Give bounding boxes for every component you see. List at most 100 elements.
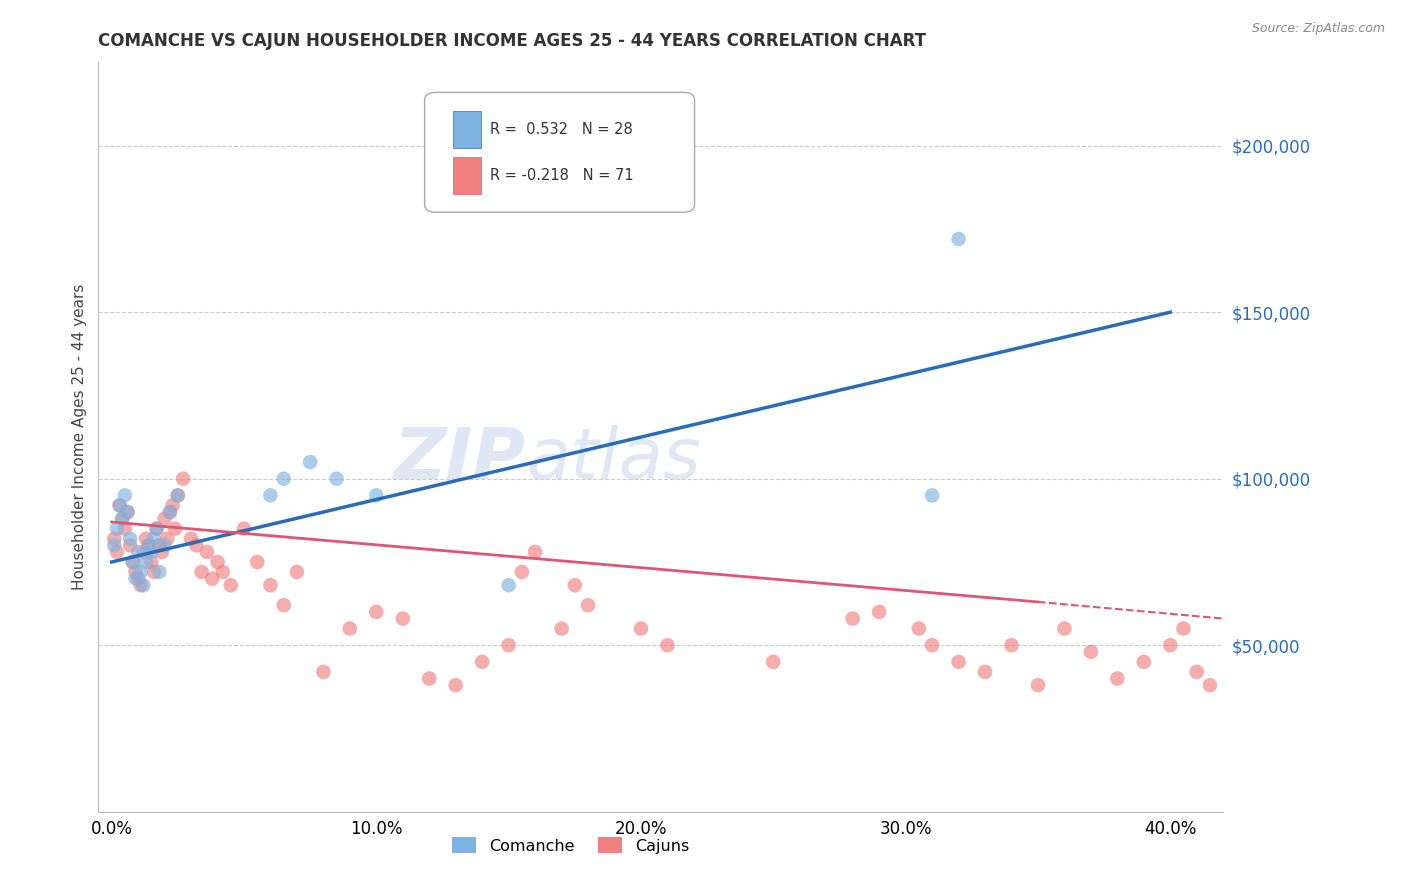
FancyBboxPatch shape: [453, 111, 481, 148]
Point: [259, 578, 281, 592]
Point: [108, 499, 131, 513]
Point: [135, 555, 157, 569]
Point: [180, 532, 202, 546]
Point: [921, 488, 943, 502]
Point: [219, 578, 242, 592]
Point: [498, 638, 520, 652]
Point: [1107, 672, 1129, 686]
Point: [190, 565, 212, 579]
Point: [120, 532, 142, 546]
Point: [921, 638, 943, 652]
Point: [564, 578, 586, 592]
Point: [550, 622, 572, 636]
Point: [105, 545, 128, 559]
Point: [510, 565, 533, 579]
Point: [285, 565, 308, 579]
Point: [159, 505, 181, 519]
Text: R = -0.218   N = 71: R = -0.218 N = 71: [489, 168, 634, 183]
Point: [117, 505, 139, 519]
Point: [762, 655, 785, 669]
Point: [339, 622, 361, 636]
Point: [103, 532, 125, 546]
Point: [138, 538, 160, 552]
Point: [153, 538, 176, 552]
Point: [148, 538, 170, 552]
Point: [325, 472, 347, 486]
Point: [498, 578, 520, 592]
Point: [159, 505, 181, 519]
Point: [201, 572, 224, 586]
Point: [111, 511, 134, 525]
Text: atlas: atlas: [526, 425, 700, 494]
FancyBboxPatch shape: [453, 157, 481, 194]
Point: [841, 611, 863, 625]
Point: [908, 622, 931, 636]
Point: [143, 532, 166, 546]
Point: [148, 565, 170, 579]
Point: [273, 599, 295, 613]
Point: [138, 538, 160, 552]
Point: [121, 555, 143, 569]
Point: [105, 522, 128, 536]
Point: [657, 638, 679, 652]
Point: [145, 522, 167, 536]
Text: Source: ZipAtlas.com: Source: ZipAtlas.com: [1251, 22, 1385, 36]
Point: [135, 532, 157, 546]
Point: [124, 572, 146, 586]
Point: [103, 538, 125, 552]
Text: ZIP: ZIP: [394, 425, 526, 494]
Legend: Comanche, Cajuns: Comanche, Cajuns: [446, 830, 696, 860]
Point: [166, 488, 188, 502]
Point: [391, 611, 413, 625]
Point: [127, 572, 149, 586]
Point: [576, 599, 599, 613]
Point: [111, 511, 134, 525]
Point: [132, 545, 155, 559]
Point: [143, 565, 166, 579]
Point: [117, 505, 139, 519]
Point: [273, 472, 295, 486]
Point: [418, 672, 440, 686]
Point: [141, 545, 163, 559]
Point: [124, 565, 146, 579]
Point: [129, 578, 152, 592]
Point: [524, 545, 547, 559]
Point: [233, 522, 256, 536]
Point: [299, 455, 322, 469]
Point: [172, 472, 194, 486]
Point: [120, 538, 142, 552]
Point: [121, 555, 143, 569]
Point: [444, 678, 467, 692]
Point: [259, 488, 281, 502]
Text: R =  0.532   N = 28: R = 0.532 N = 28: [489, 122, 633, 136]
Point: [211, 565, 233, 579]
Point: [114, 488, 136, 502]
Point: [312, 665, 335, 679]
Point: [1000, 638, 1022, 652]
Point: [1026, 678, 1049, 692]
Point: [156, 532, 179, 546]
Point: [1080, 645, 1102, 659]
Point: [974, 665, 997, 679]
Point: [114, 522, 136, 536]
Point: [948, 232, 970, 246]
Point: [1053, 622, 1076, 636]
Point: [207, 555, 229, 569]
Point: [195, 545, 218, 559]
Point: [366, 605, 388, 619]
Point: [471, 655, 494, 669]
Point: [150, 545, 173, 559]
Point: [1133, 655, 1156, 669]
Point: [165, 522, 187, 536]
Point: [366, 488, 388, 502]
Point: [162, 499, 184, 513]
Point: [108, 499, 131, 513]
Point: [141, 555, 163, 569]
Point: [868, 605, 890, 619]
Point: [145, 522, 167, 536]
Point: [153, 511, 176, 525]
Point: [1199, 678, 1222, 692]
Point: [1159, 638, 1181, 652]
Text: COMANCHE VS CAJUN HOUSEHOLDER INCOME AGES 25 - 44 YEARS CORRELATION CHART: COMANCHE VS CAJUN HOUSEHOLDER INCOME AGE…: [98, 32, 927, 50]
Point: [186, 538, 208, 552]
